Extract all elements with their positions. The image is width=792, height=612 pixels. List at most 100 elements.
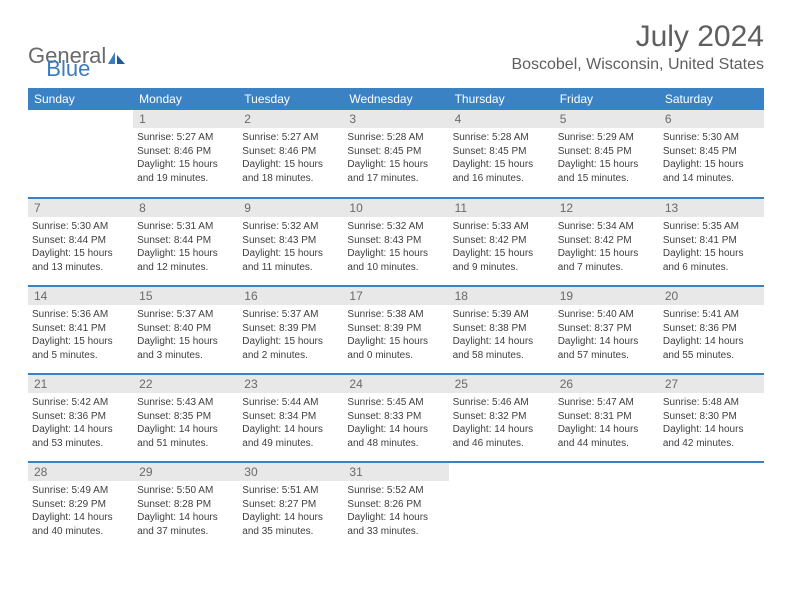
daylight-line-2: and 12 minutes. <box>137 261 234 275</box>
calendar-cell: 20Sunrise: 5:41 AMSunset: 8:36 PMDayligh… <box>659 286 764 374</box>
calendar-cell: . <box>554 462 659 550</box>
sunset-line: Sunset: 8:45 PM <box>663 145 760 159</box>
day-number: 13 <box>659 199 764 217</box>
day-content: Sunrise: 5:32 AMSunset: 8:43 PMDaylight:… <box>343 217 448 276</box>
daylight-line-2: and 58 minutes. <box>453 349 550 363</box>
sunset-line: Sunset: 8:34 PM <box>242 410 339 424</box>
sunset-line: Sunset: 8:28 PM <box>137 498 234 512</box>
sunset-line: Sunset: 8:36 PM <box>663 322 760 336</box>
calendar-week: 14Sunrise: 5:36 AMSunset: 8:41 PMDayligh… <box>28 286 764 374</box>
calendar-table: SundayMondayTuesdayWednesdayThursdayFrid… <box>28 88 764 550</box>
calendar-week: .1Sunrise: 5:27 AMSunset: 8:46 PMDayligh… <box>28 110 764 198</box>
sunset-line: Sunset: 8:40 PM <box>137 322 234 336</box>
sunrise-line: Sunrise: 5:42 AM <box>32 396 129 410</box>
daylight-line-2: and 49 minutes. <box>242 437 339 451</box>
day-number: 2 <box>238 110 343 128</box>
sunset-line: Sunset: 8:31 PM <box>558 410 655 424</box>
daylight-line-1: Daylight: 15 hours <box>347 247 444 261</box>
daylight-line-1: Daylight: 15 hours <box>137 247 234 261</box>
calendar-cell: 26Sunrise: 5:47 AMSunset: 8:31 PMDayligh… <box>554 374 659 462</box>
calendar-cell: . <box>28 110 133 198</box>
daylight-line-2: and 11 minutes. <box>242 261 339 275</box>
day-content: Sunrise: 5:46 AMSunset: 8:32 PMDaylight:… <box>449 393 554 452</box>
daylight-line-1: Daylight: 15 hours <box>242 247 339 261</box>
day-header: Tuesday <box>238 88 343 110</box>
day-number: 18 <box>449 287 554 305</box>
calendar-cell: 6Sunrise: 5:30 AMSunset: 8:45 PMDaylight… <box>659 110 764 198</box>
day-header: Wednesday <box>343 88 448 110</box>
calendar-cell: 19Sunrise: 5:40 AMSunset: 8:37 PMDayligh… <box>554 286 659 374</box>
day-number: 21 <box>28 375 133 393</box>
day-content: Sunrise: 5:37 AMSunset: 8:39 PMDaylight:… <box>238 305 343 364</box>
daylight-line-2: and 5 minutes. <box>32 349 129 363</box>
logo-sails-icon <box>106 50 126 66</box>
daylight-line-1: Daylight: 15 hours <box>453 158 550 172</box>
daylight-line-2: and 40 minutes. <box>32 525 129 539</box>
sunrise-line: Sunrise: 5:43 AM <box>137 396 234 410</box>
daylight-line-1: Daylight: 14 hours <box>242 423 339 437</box>
day-number: 6 <box>659 110 764 128</box>
calendar-cell: 23Sunrise: 5:44 AMSunset: 8:34 PMDayligh… <box>238 374 343 462</box>
sunset-line: Sunset: 8:32 PM <box>453 410 550 424</box>
daylight-line-1: Daylight: 14 hours <box>453 335 550 349</box>
day-number: 15 <box>133 287 238 305</box>
daylight-line-1: Daylight: 14 hours <box>242 511 339 525</box>
calendar-week: 28Sunrise: 5:49 AMSunset: 8:29 PMDayligh… <box>28 462 764 550</box>
daylight-line-2: and 35 minutes. <box>242 525 339 539</box>
sunrise-line: Sunrise: 5:27 AM <box>242 131 339 145</box>
day-content: Sunrise: 5:44 AMSunset: 8:34 PMDaylight:… <box>238 393 343 452</box>
sunset-line: Sunset: 8:45 PM <box>347 145 444 159</box>
daylight-line-2: and 18 minutes. <box>242 172 339 186</box>
sunset-line: Sunset: 8:46 PM <box>137 145 234 159</box>
daylight-line-1: Daylight: 14 hours <box>137 511 234 525</box>
calendar-cell: 13Sunrise: 5:35 AMSunset: 8:41 PMDayligh… <box>659 198 764 286</box>
calendar-cell: 12Sunrise: 5:34 AMSunset: 8:42 PMDayligh… <box>554 198 659 286</box>
sunrise-line: Sunrise: 5:46 AM <box>453 396 550 410</box>
calendar-cell: 11Sunrise: 5:33 AMSunset: 8:42 PMDayligh… <box>449 198 554 286</box>
day-number: 26 <box>554 375 659 393</box>
sunset-line: Sunset: 8:35 PM <box>137 410 234 424</box>
calendar-cell: . <box>449 462 554 550</box>
day-number: 28 <box>28 463 133 481</box>
daylight-line-1: Daylight: 14 hours <box>453 423 550 437</box>
day-number: 11 <box>449 199 554 217</box>
daylight-line-1: Daylight: 14 hours <box>663 335 760 349</box>
day-number: 25 <box>449 375 554 393</box>
daylight-line-1: Daylight: 15 hours <box>347 158 444 172</box>
day-content: Sunrise: 5:30 AMSunset: 8:45 PMDaylight:… <box>659 128 764 187</box>
daylight-line-1: Daylight: 15 hours <box>137 335 234 349</box>
day-number: 31 <box>343 463 448 481</box>
calendar-cell: 21 Sunrise: 5:42 AMSunset: 8:36 PMDayligh… <box>28 374 133 462</box>
day-number: 27 <box>659 375 764 393</box>
day-number: 29 <box>133 463 238 481</box>
sunrise-line: Sunrise: 5:32 AM <box>347 220 444 234</box>
sunrise-line: Sunrise: 5:32 AM <box>242 220 339 234</box>
calendar-cell: 4Sunrise: 5:28 AMSunset: 8:45 PMDaylight… <box>449 110 554 198</box>
day-content: Sunrise: 5:49 AMSunset: 8:29 PMDaylight:… <box>28 481 133 540</box>
sunset-line: Sunset: 8:39 PM <box>347 322 444 336</box>
calendar-cell: 28Sunrise: 5:49 AMSunset: 8:29 PMDayligh… <box>28 462 133 550</box>
day-content: Sunrise: 5:31 AMSunset: 8:44 PMDaylight:… <box>133 217 238 276</box>
daylight-line-1: Daylight: 14 hours <box>32 423 129 437</box>
sunrise-line: Sunrise: 5:28 AM <box>453 131 550 145</box>
calendar-cell: 15Sunrise: 5:37 AMSunset: 8:40 PMDayligh… <box>133 286 238 374</box>
calendar-cell: 9Sunrise: 5:32 AMSunset: 8:43 PMDaylight… <box>238 198 343 286</box>
sunset-line: Sunset: 8:39 PM <box>242 322 339 336</box>
day-number: 8 <box>133 199 238 217</box>
sunset-line: Sunset: 8:44 PM <box>32 234 129 248</box>
day-number: 14 <box>28 287 133 305</box>
sunrise-line: Sunrise: 5:40 AM <box>558 308 655 322</box>
daylight-line-2: and 44 minutes. <box>558 437 655 451</box>
sunrise-line: Sunrise: 5:27 AM <box>137 131 234 145</box>
daylight-line-2: and 42 minutes. <box>663 437 760 451</box>
daylight-line-2: and 10 minutes. <box>347 261 444 275</box>
day-number: 22 <box>133 375 238 393</box>
daylight-line-1: Daylight: 15 hours <box>242 335 339 349</box>
sunrise-line: Sunrise: 5:41 AM <box>663 308 760 322</box>
daylight-line-1: Daylight: 15 hours <box>558 247 655 261</box>
daylight-line-1: Daylight: 15 hours <box>453 247 550 261</box>
daylight-line-2: and 48 minutes. <box>347 437 444 451</box>
sunrise-line: Sunrise: 5:33 AM <box>453 220 550 234</box>
sunset-line: Sunset: 8:36 PM <box>32 410 129 424</box>
day-number: 5 <box>554 110 659 128</box>
